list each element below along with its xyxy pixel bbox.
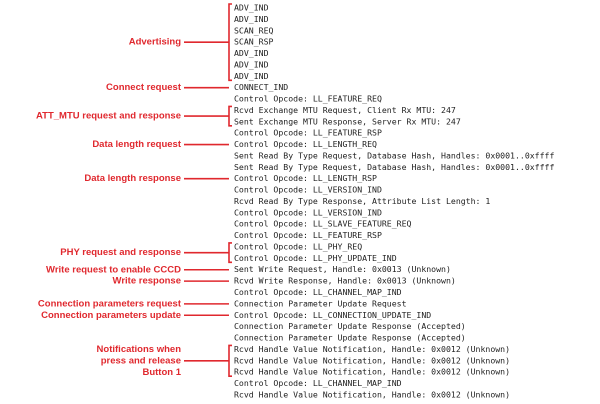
log-line: Control Opcode: LL_PHY_REQ [234,241,362,251]
annotation-label: Advertising [129,37,181,48]
bracket [228,105,232,127]
annotation-label: Write response [113,276,181,287]
log-line: CONNECT_IND [234,82,288,92]
log-line: ADV_IND [234,48,269,58]
annotation-label: ATT_MTU request and response [36,111,181,122]
annotation-label: Write request to enable CCCD [46,264,181,275]
log-line: Rcvd Write Response, Handle: 0x0013 (Unk… [234,276,456,286]
log-line: Rcvd Handle Value Notification, Handle: … [234,367,510,377]
log-line: Sent Read By Type Request, Database Hash… [234,162,554,172]
log-line: ADV_IND [234,71,269,81]
annotation-label: Connection parameters request [38,298,182,309]
annotation-label: Connection parameters update [41,310,181,321]
annotation-label: Notifications when [97,344,182,355]
log-line: Control Opcode: LL_VERSION_IND [234,185,382,195]
log-line: Rcvd Handle Value Notification, Handle: … [234,389,510,399]
log-line: Control Opcode: LL_LENGTH_REQ [234,139,377,149]
log-line: ADV_IND [234,59,269,69]
log-line: SCAN_RSP [234,37,274,47]
log-line: Control Opcode: LL_FEATURE_RSP [234,128,382,138]
bracket [228,242,232,264]
log-line: Rcvd Handle Value Notification, Handle: … [234,355,510,365]
log-line: Rcvd Handle Value Notification, Handle: … [234,344,510,354]
annotation-label: PHY request and response [60,247,181,258]
log-line: Rcvd Exchange MTU Request, Client Rx MTU… [234,105,456,115]
log-line: Control Opcode: LL_CHANNEL_MAP_IND [234,287,402,297]
log-line: Rcvd Read By Type Response, Attribute Li… [234,196,490,206]
log-line: Control Opcode: LL_FEATURE_REQ [234,94,382,104]
annotation-label: Connect request [106,82,182,93]
annotation-label: Button 1 [142,367,181,378]
log-line: Control Opcode: LL_LENGTH_RSP [234,173,377,183]
log-line: Control Opcode: LL_FEATURE_RSP [234,230,382,240]
log-line: Connection Parameter Update Response (Ac… [234,321,466,331]
annotation-label: press and release [101,355,181,366]
annotation-label: Data length response [84,173,181,184]
log-line: Control Opcode: LL_CHANNEL_MAP_IND [234,378,402,388]
log-line: ADV_IND [234,14,269,24]
log-line: Connection Parameter Update Response (Ac… [234,333,466,343]
log-line: Connection Parameter Update Request [234,298,407,308]
log-line: SCAN_REQ [234,25,274,35]
log-line: Sent Write Request, Handle: 0x0013 (Unkn… [234,264,451,274]
log-line: Sent Read By Type Request, Database Hash… [234,150,554,160]
log-line: Control Opcode: LL_VERSION_IND [234,207,382,217]
log-line: Control Opcode: LL_SLAVE_FEATURE_REQ [234,219,412,229]
bracket [228,3,232,82]
log-line: Control Opcode: LL_CONNECTION_UPDATE_IND [234,310,431,320]
log-line: Control Opcode: LL_PHY_UPDATE_IND [234,253,397,263]
log-line: Sent Exchange MTU Response, Server Rx MT… [234,116,461,126]
annotation-label: Data length request [92,139,182,150]
log-line: ADV_IND [234,3,269,13]
bracket [228,344,232,377]
